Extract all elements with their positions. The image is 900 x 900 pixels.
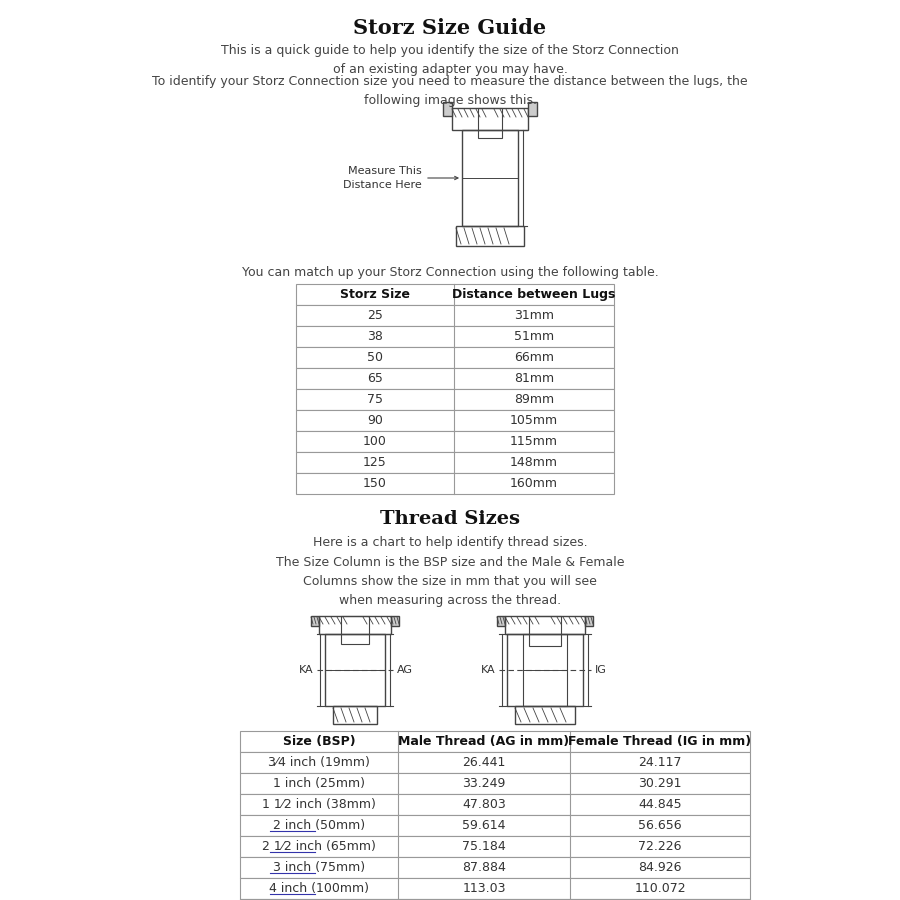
Bar <box>452 108 528 130</box>
Bar <box>529 616 561 646</box>
Bar <box>523 634 567 706</box>
Text: 87.884: 87.884 <box>462 861 506 874</box>
Text: 47.803: 47.803 <box>462 798 506 811</box>
Text: KA: KA <box>299 665 313 675</box>
Text: Size (BSP): Size (BSP) <box>283 735 356 748</box>
Bar <box>240 773 750 794</box>
Text: 31mm: 31mm <box>514 309 554 322</box>
Text: 59.614: 59.614 <box>463 819 506 832</box>
Text: This is a quick guide to help you identify the size of the Storz Connection
of a: This is a quick guide to help you identi… <box>221 44 679 76</box>
Text: 75: 75 <box>367 393 383 406</box>
Bar <box>507 634 583 706</box>
Text: 56.656: 56.656 <box>638 819 682 832</box>
Text: 66mm: 66mm <box>514 351 554 364</box>
Bar <box>505 616 585 634</box>
Text: 75.184: 75.184 <box>462 840 506 853</box>
Bar <box>296 305 614 326</box>
Bar <box>497 616 505 626</box>
Bar <box>296 389 614 410</box>
Text: 72.226: 72.226 <box>638 840 682 853</box>
Bar <box>462 130 518 226</box>
Bar <box>585 616 593 626</box>
Text: Distance between Lugs: Distance between Lugs <box>453 288 616 301</box>
Bar <box>528 102 537 116</box>
Bar <box>391 616 399 626</box>
Text: 89mm: 89mm <box>514 393 554 406</box>
Text: 110.072: 110.072 <box>634 882 686 895</box>
Text: KA: KA <box>481 665 495 675</box>
Text: 81mm: 81mm <box>514 372 554 385</box>
Text: 4 inch (100mm): 4 inch (100mm) <box>269 882 369 895</box>
Bar <box>296 326 614 347</box>
Text: 3 inch (75mm): 3 inch (75mm) <box>273 861 365 874</box>
Text: 2 inch (50mm): 2 inch (50mm) <box>273 819 365 832</box>
Bar <box>296 368 614 389</box>
Text: Storz Size Guide: Storz Size Guide <box>354 18 546 38</box>
Text: AG: AG <box>397 665 413 675</box>
Text: 148mm: 148mm <box>510 456 558 469</box>
Bar <box>296 431 614 452</box>
Bar <box>240 731 750 752</box>
Bar <box>240 899 750 900</box>
Bar <box>240 878 750 899</box>
Bar <box>443 102 452 116</box>
Bar <box>240 857 750 878</box>
Text: 150: 150 <box>363 477 387 490</box>
Text: Male Thread (AG in mm): Male Thread (AG in mm) <box>399 735 570 748</box>
Bar <box>341 616 369 644</box>
Bar <box>240 794 750 815</box>
Text: 44.845: 44.845 <box>638 798 682 811</box>
Text: 24.117: 24.117 <box>638 756 682 769</box>
Text: 160mm: 160mm <box>510 477 558 490</box>
Bar <box>296 284 614 305</box>
Text: IG: IG <box>595 665 607 675</box>
Text: 30.291: 30.291 <box>638 777 682 790</box>
Text: 105mm: 105mm <box>510 414 558 427</box>
Text: 115mm: 115mm <box>510 435 558 448</box>
Text: Female Thread (IG in mm): Female Thread (IG in mm) <box>569 735 751 748</box>
Bar <box>333 706 377 724</box>
Bar <box>240 815 750 836</box>
Text: 113.03: 113.03 <box>463 882 506 895</box>
Text: The Size Column is the BSP size and the Male & Female
Columns show the size in m: The Size Column is the BSP size and the … <box>275 556 625 607</box>
Text: Measure This
Distance Here: Measure This Distance Here <box>343 166 422 190</box>
Text: Storz Size: Storz Size <box>340 288 410 301</box>
Bar <box>240 752 750 773</box>
Bar <box>456 226 524 246</box>
Bar <box>325 634 385 706</box>
Text: 3⁄4 inch (19mm): 3⁄4 inch (19mm) <box>268 756 370 769</box>
Text: 125: 125 <box>363 456 387 469</box>
Text: Thread Sizes: Thread Sizes <box>380 510 520 528</box>
Text: 1 inch (25mm): 1 inch (25mm) <box>273 777 365 790</box>
Bar <box>296 347 614 368</box>
Text: 1 1⁄2 inch (38mm): 1 1⁄2 inch (38mm) <box>262 798 376 811</box>
Bar <box>240 836 750 857</box>
Text: 33.249: 33.249 <box>463 777 506 790</box>
Text: 50: 50 <box>367 351 383 364</box>
Text: 2 1⁄2 inch (65mm): 2 1⁄2 inch (65mm) <box>262 840 376 853</box>
Text: 84.926: 84.926 <box>638 861 682 874</box>
Text: Here is a chart to help identify thread sizes.: Here is a chart to help identify thread … <box>312 536 588 549</box>
Text: To identify your Storz Connection size you need to measure the distance between : To identify your Storz Connection size y… <box>152 75 748 107</box>
Bar <box>319 616 391 634</box>
Bar <box>296 452 614 473</box>
Bar <box>296 473 614 494</box>
Text: 100: 100 <box>363 435 387 448</box>
Text: 25: 25 <box>367 309 382 322</box>
Bar <box>311 616 319 626</box>
Text: 65: 65 <box>367 372 382 385</box>
Text: You can match up your Storz Connection using the following table.: You can match up your Storz Connection u… <box>241 266 659 279</box>
Text: 51mm: 51mm <box>514 330 554 343</box>
Text: 90: 90 <box>367 414 382 427</box>
Text: 26.441: 26.441 <box>463 756 506 769</box>
Bar <box>296 410 614 431</box>
Bar <box>515 706 575 724</box>
Bar <box>478 108 502 138</box>
Text: 38: 38 <box>367 330 382 343</box>
